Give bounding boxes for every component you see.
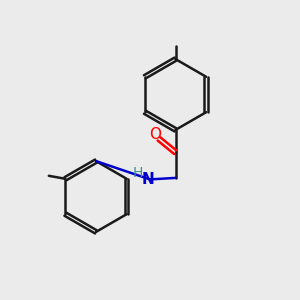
Text: O: O <box>149 127 161 142</box>
Text: H: H <box>132 166 142 180</box>
Text: N: N <box>141 172 154 187</box>
